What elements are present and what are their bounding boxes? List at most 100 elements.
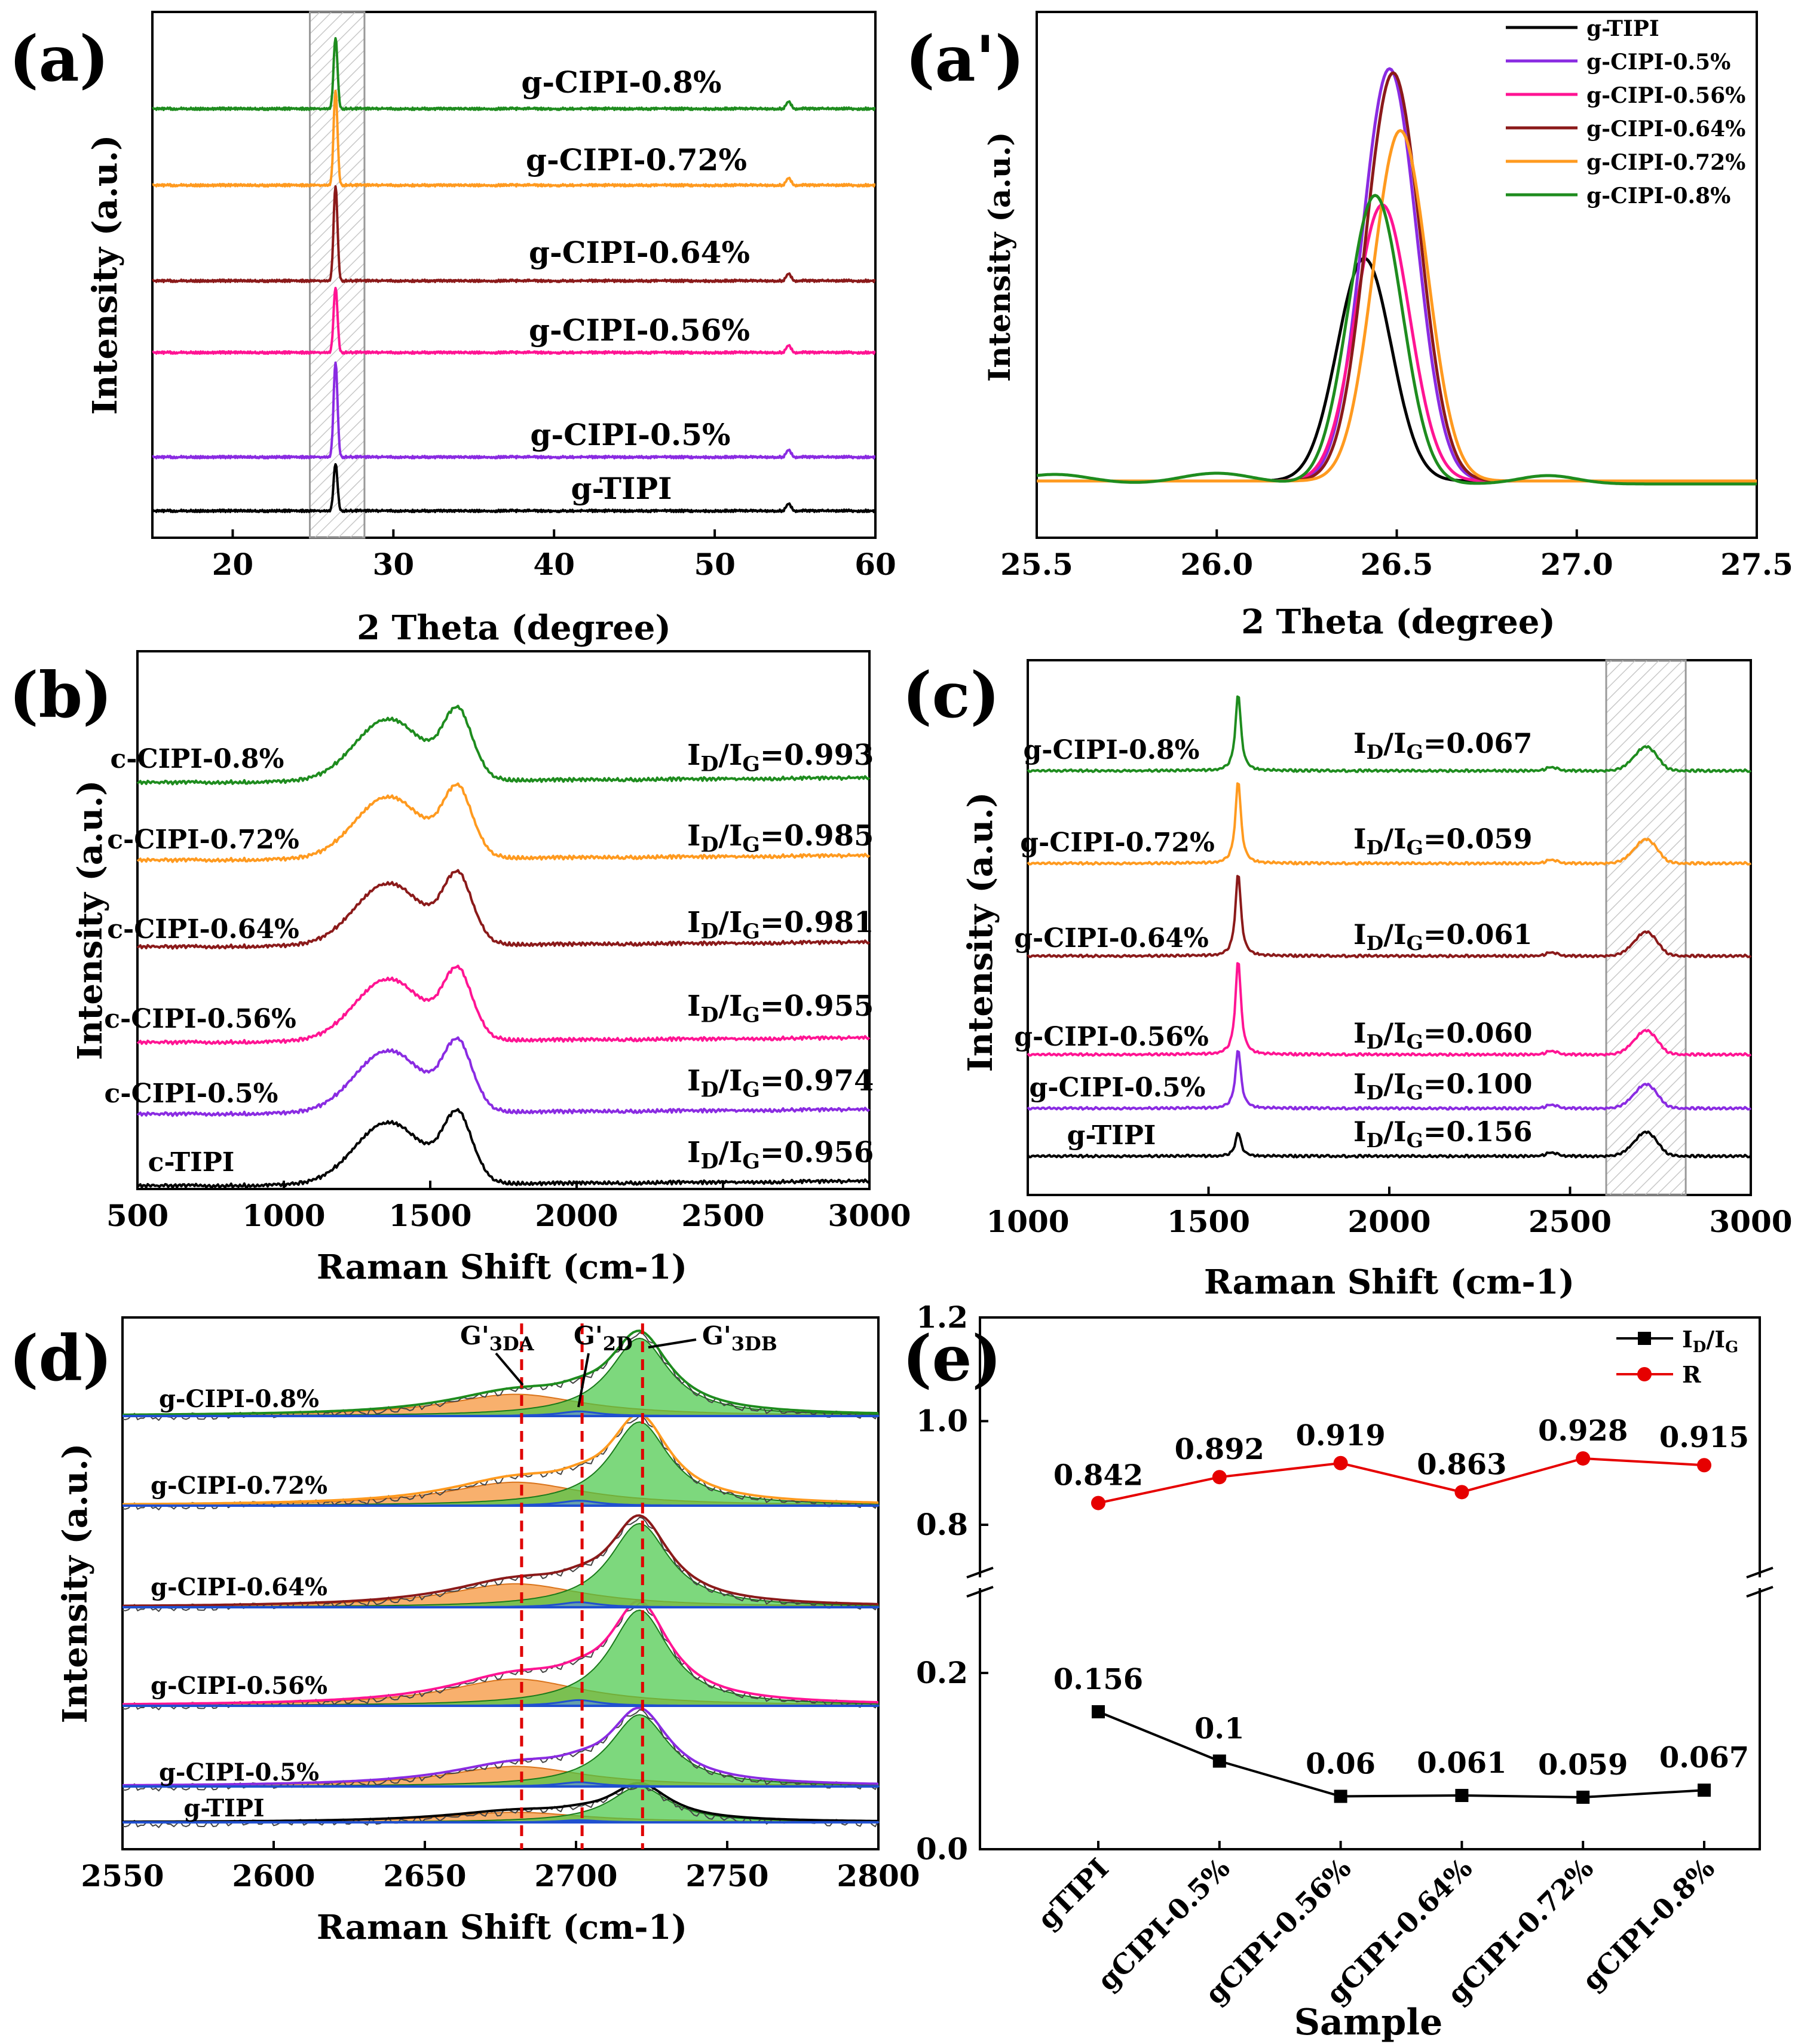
panel-c-x-tick-label: 2500: [1529, 1204, 1612, 1239]
panel-d-series-label: g-CIPI-0.72%: [151, 1472, 327, 1500]
panel-a2-legend-label: g-CIPI-0.8%: [1586, 183, 1730, 209]
panel-e-series-line-IDIG: [1098, 1711, 1705, 1798]
panel-a2-series-line: [1037, 203, 1757, 483]
panel-b-series-label: c-CIPI-0.8%: [111, 744, 284, 774]
panel-c-series-label: g-CIPI-0.64%: [1014, 923, 1209, 954]
panel-a2-legend-label: g-CIPI-0.64%: [1586, 117, 1745, 142]
panel-a-series-line: [152, 361, 876, 459]
panel-e-value-label-R: 0.863: [1417, 1448, 1506, 1481]
panel-c-ratio-label: ID/IG=0.067: [1353, 727, 1532, 764]
panel-a2-x-tick-label: 26.5: [1361, 547, 1434, 582]
panel-a-x-tick-label: 60: [854, 547, 896, 582]
panel-b-letter: (b): [9, 658, 112, 732]
panel-c-series-line: [1027, 1050, 1752, 1111]
panel-b-ratio-label: ID/IG=0.974: [687, 1064, 874, 1102]
panel-a-series-line: [152, 37, 876, 111]
panel-e-letter: (e): [902, 1321, 1001, 1395]
panel-e-axis-break-mark: [1746, 1567, 1774, 1579]
panel-e-series-line-R: [1098, 1457, 1705, 1504]
panel-b-x-tick-label: 3000: [828, 1198, 911, 1233]
panel-e-legend-marker: [1638, 1332, 1651, 1345]
panel-b-series-label: c-CIPI-0.56%: [104, 1004, 296, 1034]
panel-b-series-line: [136, 704, 871, 786]
panel-d-arrow: [577, 1353, 590, 1408]
panel-b-frame: [136, 650, 871, 1190]
panel-b-series-line: [136, 964, 871, 1046]
panel-c-x-tick-label: 3000: [1709, 1204, 1792, 1239]
panel-a-ylabel: Intensity (a.u.): [85, 135, 125, 415]
panel-c-series-label: g-CIPI-0.56%: [1014, 1022, 1209, 1052]
panel-d-x-tick-label: 2600: [232, 1858, 315, 1893]
panel-e-value-label-IDIG: 0.067: [1659, 1741, 1749, 1775]
panel-e-legend-marker: [1637, 1367, 1652, 1381]
panel-b-series-label: c-TIPI: [148, 1147, 235, 1178]
panel-a2-legend-label: g-CIPI-0.72%: [1586, 150, 1745, 175]
panel-b-series-line: [136, 1036, 871, 1117]
panel-e-value-label-IDIG: 0.1: [1194, 1712, 1245, 1746]
panel-c-ylabel: Intensity (a.u.): [961, 792, 1000, 1072]
panel-e-value-label-IDIG: 0.059: [1538, 1748, 1628, 1782]
panel-c-series-line: [1027, 695, 1752, 773]
panel-a2-legend-label: g-TIPI: [1586, 16, 1659, 41]
panel-e-y-tick-label: 1.2: [916, 1300, 968, 1335]
panel-a-letter: (a): [9, 22, 109, 96]
panel-e-axis-break: [1748, 1577, 1772, 1588]
panel-d-x-tick-label: 2550: [81, 1858, 164, 1893]
panel-e-axis-break-mark: [1746, 1586, 1774, 1598]
panel-e-marker-IDIG: [1212, 1754, 1226, 1768]
panel-a-frame: [151, 11, 877, 539]
panel-b-xlabel: Raman Shift (cm-1): [317, 1248, 687, 1287]
panel-c-series-label: g-CIPI-0.5%: [1030, 1072, 1206, 1103]
panel-d-ylabel: Intensity (a.u.): [56, 1444, 95, 1724]
panel-d-sum-line: [122, 1412, 879, 1506]
panel-a-series-label: g-TIPI: [571, 471, 672, 506]
panel-a2-legend-label: g-CIPI-0.5%: [1586, 50, 1730, 75]
panel-a2-xlabel: 2 Theta (degree): [1241, 602, 1555, 642]
panel-e-marker-IDIG: [1455, 1789, 1469, 1803]
panel-a2-series-line: [1037, 256, 1757, 483]
panel-b-ratio-label: ID/IG=0.993: [687, 738, 874, 777]
panel-c-series-line: [1027, 782, 1752, 866]
panel-e-marker-R: [1576, 1451, 1591, 1466]
panel-c-ratio-label: ID/IG=0.061: [1353, 918, 1532, 955]
panel-b-ratio-label: ID/IG=0.955: [687, 989, 874, 1028]
panel-d-sum-line: [122, 1514, 879, 1607]
panel-a2-x-tick-label: 27.5: [1720, 547, 1793, 582]
panel-e-axis-break: [968, 1577, 992, 1588]
panel-e-marker-R: [1697, 1458, 1711, 1473]
panel-d-annotation: G'3DA: [460, 1321, 535, 1355]
panel-b-x-tick-label: 2000: [535, 1198, 618, 1233]
panel-d-letter: (d): [9, 1321, 112, 1395]
panel-d-x-tick-label: 2800: [837, 1858, 920, 1893]
panel-a2-x-tick-label: 25.5: [1000, 547, 1073, 582]
panel-e-marker-R: [1091, 1496, 1105, 1510]
panel-c-series-line: [1027, 875, 1752, 958]
panel-b-series-label: c-CIPI-0.64%: [107, 914, 299, 945]
panel-e-value-label-R: 0.892: [1175, 1433, 1264, 1466]
panel-e-value-label-IDIG: 0.061: [1417, 1746, 1506, 1780]
panel-d-series-label: g-CIPI-0.64%: [151, 1573, 327, 1601]
panel-c-xlabel: Raman Shift (cm-1): [1204, 1262, 1575, 1302]
panel-b-ratio-label: ID/IG=0.981: [687, 906, 874, 944]
panel-e-axis-break-mark: [966, 1567, 994, 1579]
panel-b-x-tick-label: 1500: [388, 1198, 471, 1233]
panel-d-arrow: [648, 1338, 697, 1349]
panel-c-x-tick-label: 1500: [1167, 1204, 1250, 1239]
panel-e-value-label-IDIG: 0.06: [1306, 1748, 1376, 1781]
panel-e-marker-IDIG: [1698, 1783, 1711, 1797]
panel-e-marker-R: [1212, 1470, 1227, 1485]
panel-e-legend-label: ID/IG: [1682, 1326, 1738, 1356]
panel-e-xlabel: Sample: [1294, 2002, 1443, 2043]
panel-b-series-line: [136, 869, 871, 950]
panel-c-ratio-label: ID/IG=0.059: [1353, 823, 1532, 859]
panel-e-value-label-R: 0.842: [1053, 1459, 1143, 1493]
panel-e-marker-IDIG: [1334, 1789, 1347, 1803]
panel-c-ratio-label: ID/IG=0.100: [1353, 1068, 1532, 1104]
panel-a-x-tick-label: 50: [694, 547, 736, 582]
panel-d-arrow: [495, 1352, 524, 1386]
panel-a2-series-line: [1036, 194, 1757, 486]
panel-d-x-tick-label: 2650: [383, 1858, 466, 1893]
panel-c-x-tick-label: 2000: [1347, 1204, 1431, 1239]
panel-b-x-tick-label: 1000: [242, 1198, 325, 1233]
panel-a-series-label: g-CIPI-0.64%: [529, 235, 750, 270]
